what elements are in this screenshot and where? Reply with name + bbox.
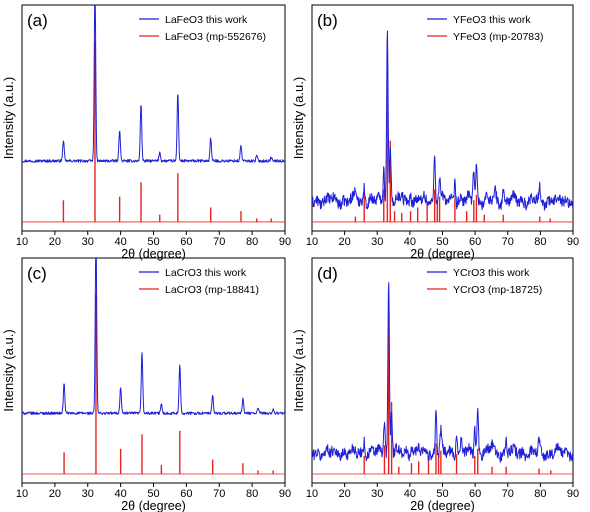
legend-entry: LaFeO3 (mp-552676) (165, 31, 266, 43)
series-measured (312, 282, 573, 463)
x-tick-label: 50 (436, 236, 448, 248)
x-tick-label: 90 (279, 236, 291, 248)
legend: YCrO3 this work YCrO3 (mp-18725) (427, 267, 542, 296)
series-reference (22, 294, 285, 475)
panel-c: 10 20 30 40 50 60 70 80 90 2θ (degree) Intensity (… (1, 257, 291, 512)
series-reference (312, 303, 573, 475)
x-tick-label: 90 (567, 236, 579, 248)
y-axis-label: Intensity (a.u.) (1, 77, 16, 159)
x-tick-label: 70 (213, 236, 225, 248)
legend: LaFeO3 this work LaFeO3 (mp-552676) (139, 14, 266, 43)
x-tick-label: 80 (246, 236, 258, 248)
y-axis-label: Intensity (a.u.) (291, 329, 306, 411)
legend-entry: LaFeO3 this work (165, 14, 248, 26)
x-tick-label: 70 (502, 236, 514, 248)
x-tick-label: 20 (339, 488, 351, 500)
panel-label: (c) (27, 264, 47, 283)
x-tick-label: 60 (180, 488, 192, 500)
x-tick-label: 40 (115, 236, 127, 248)
x-tick-label: 20 (49, 236, 61, 248)
x-axis-label: 2θ (degree) (121, 499, 186, 512)
x-tick-label: 60 (469, 236, 481, 248)
legend: YFeO3 this work YFeO3 (mp-20783) (427, 14, 543, 43)
panel-label: (a) (27, 11, 48, 30)
panels-group: 10 20 30 40 50 60 70 80 90 2θ (degree) Intensity (… (1, 4, 579, 512)
x-tick-label: 10 (16, 236, 28, 248)
x-tick-label: 50 (436, 488, 448, 500)
x-tick-label: 10 (306, 236, 318, 248)
panel-a: 10 20 30 40 50 60 70 80 90 2θ (degree) Intensity (… (1, 4, 291, 261)
x-tick-label: 60 (469, 488, 481, 500)
x-tick-label: 20 (339, 236, 351, 248)
legend: LaCrO3 this work LaCrO3 (mp-18841) (139, 267, 259, 296)
panel-d: 10 20 30 40 50 60 70 80 90 2θ (degree) Intensity (… (291, 257, 579, 512)
plot-area (312, 282, 573, 475)
x-tick-label: 80 (534, 488, 546, 500)
legend-entry: YCrO3 (mp-18725) (453, 284, 542, 296)
legend-entry: YFeO3 this work (453, 14, 531, 26)
legend-entry: LaCrO3 (mp-18841) (165, 284, 259, 296)
series-reference (22, 41, 285, 223)
x-tick-label: 10 (306, 488, 318, 500)
panel-label: (d) (317, 264, 338, 283)
x-tick-label: 30 (82, 236, 94, 248)
panel-label: (b) (317, 11, 338, 30)
x-tick-label: 30 (82, 488, 94, 500)
x-tick-label: 10 (16, 488, 28, 500)
x-tick-label: 30 (371, 236, 383, 248)
x-tick-label: 50 (147, 488, 159, 500)
x-tick-label: 70 (213, 488, 225, 500)
y-axis-label: Intensity (a.u.) (291, 77, 306, 159)
x-tick-label: 40 (115, 488, 127, 500)
x-tick-label: 90 (567, 488, 579, 500)
x-tick-label: 20 (49, 488, 61, 500)
x-tick-label: 80 (534, 236, 546, 248)
series-measured (312, 30, 573, 211)
x-tick-label: 80 (246, 488, 258, 500)
plot-area (22, 5, 285, 223)
x-tick-label: 90 (279, 488, 291, 500)
x-tick-label: 60 (180, 236, 192, 248)
y-axis-label: Intensity (a.u.) (1, 329, 16, 411)
plot-area (312, 30, 573, 223)
x-tick-label: 40 (404, 236, 416, 248)
x-tick-label: 50 (147, 236, 159, 248)
series-measured (22, 5, 285, 163)
x-tick-label: 40 (404, 488, 416, 500)
x-tick-label: 70 (502, 488, 514, 500)
legend-entry: YFeO3 (mp-20783) (453, 31, 543, 43)
x-axis-label: 2θ (degree) (410, 499, 475, 512)
plot-area (22, 258, 285, 475)
legend-entry: LaCrO3 this work (165, 267, 247, 279)
x-axis-label: 2θ (degree) (121, 247, 186, 261)
legend-entry: YCrO3 this work (453, 267, 530, 279)
series-measured (22, 258, 285, 416)
x-axis-label: 2θ (degree) (410, 247, 475, 261)
x-tick-label: 30 (371, 488, 383, 500)
